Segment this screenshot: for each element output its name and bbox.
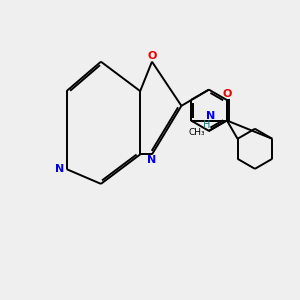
Text: O: O <box>147 51 157 62</box>
Text: O: O <box>222 89 232 99</box>
Text: N: N <box>56 164 65 174</box>
Text: N: N <box>206 111 215 122</box>
Text: CH₃: CH₃ <box>188 128 205 137</box>
Text: H: H <box>203 120 211 130</box>
Text: N: N <box>147 155 157 165</box>
